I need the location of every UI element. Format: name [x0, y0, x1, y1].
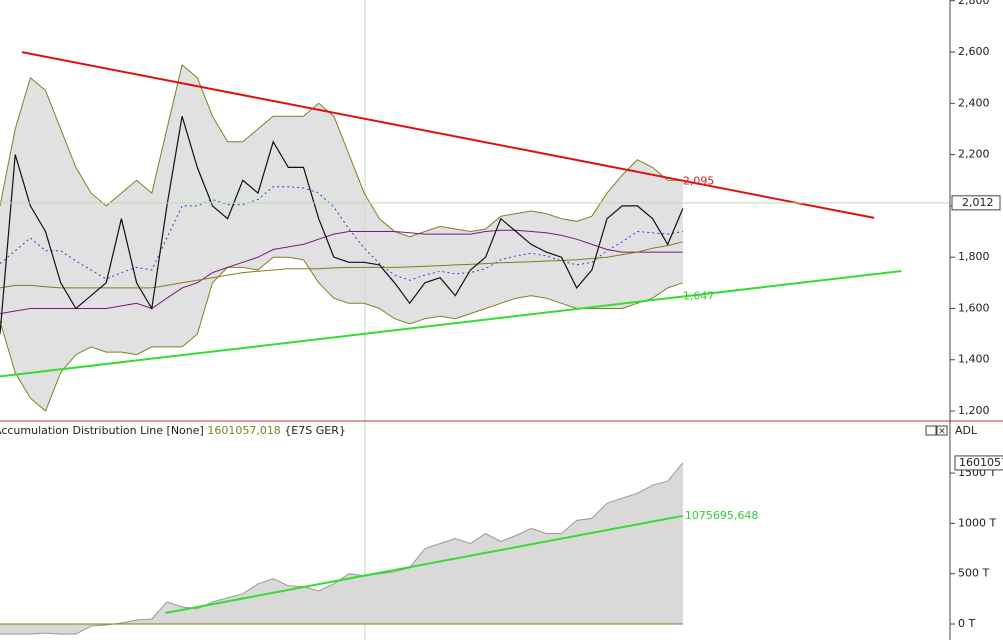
maximize-button[interactable] [925, 425, 937, 436]
last-value-tag [954, 455, 1003, 471]
axis-label: ADL [955, 424, 978, 437]
close-button[interactable] [936, 425, 948, 436]
last-price-label: 2,012 [962, 196, 994, 209]
series-line [0, 241, 684, 289]
y-tick-label: 2,800 [958, 0, 990, 7]
trendline-label: 2,095 [683, 175, 715, 188]
adl-area-fill [0, 462, 683, 635]
series-line [0, 186, 683, 281]
panel-title: Accumulation Distribution Line [None] 16… [0, 424, 346, 437]
series-line [0, 116, 684, 335]
series-line [0, 229, 683, 315]
panel-value: 1601057,018 [207, 424, 280, 437]
band-fill [0, 64, 683, 412]
y-tick-label: 2,600 [958, 45, 990, 58]
panel-title-text: Accumulation Distribution Line [None] [0, 424, 204, 437]
y-tick-label: 1,400 [958, 353, 990, 366]
trendline [0, 270, 902, 378]
close-icon: × [938, 427, 946, 437]
last-price-tag [951, 195, 1001, 211]
series-line [0, 63, 683, 238]
y-tick-label: 2,400 [958, 96, 990, 109]
price-panel: 1,2001,4001,6001,8002,0002,2002,4002,600… [0, 0, 1001, 417]
trendline-label: 1075695,648 [685, 509, 758, 522]
y-tick-label: 1,600 [958, 301, 990, 314]
y-tick-label: 0 T [958, 617, 975, 630]
y-tick-label: 2,200 [958, 148, 990, 161]
trendline [165, 514, 684, 614]
y-tick-label: 1,200 [958, 404, 990, 417]
series-line [0, 256, 684, 412]
trendline-label: 1,647 [683, 289, 715, 302]
last-value-tag-label: 1601057,018 [959, 456, 1003, 469]
trendline [21, 51, 875, 219]
y-tick-label: 500 T [958, 567, 989, 580]
y-tick-label: 1000 T [958, 516, 996, 529]
y-tick-label: 1,800 [958, 250, 990, 263]
panel-symbol: {E7S GER} [284, 424, 346, 437]
